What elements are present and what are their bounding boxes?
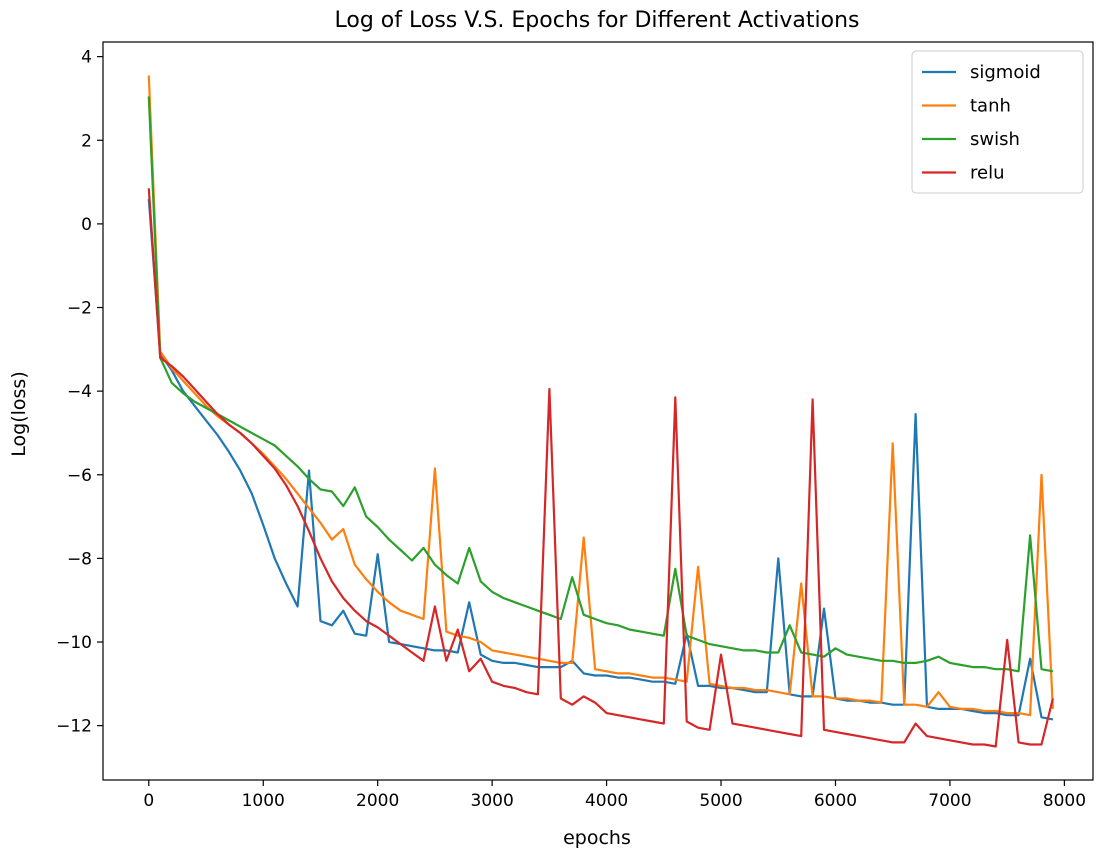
y-tick-label: −2 xyxy=(67,299,92,319)
y-tick-label: −12 xyxy=(56,717,92,737)
series-line-sigmoid xyxy=(147,198,1054,721)
series-line-relu xyxy=(147,188,1054,748)
legend-label: tanh xyxy=(970,96,1011,117)
x-tick-label: 7000 xyxy=(928,791,971,811)
y-tick-label: 4 xyxy=(81,48,92,68)
x-axis-label: epochs xyxy=(563,827,631,849)
x-tick-label: 5000 xyxy=(699,791,742,811)
legend-label: sigmoid xyxy=(970,62,1041,83)
x-tick-label: 3000 xyxy=(471,791,514,811)
x-tick-label: 1000 xyxy=(242,791,285,811)
y-axis-label: Log(loss) xyxy=(8,371,30,456)
x-tick-label: 0 xyxy=(143,791,154,811)
y-tick-label: −4 xyxy=(67,382,92,402)
plot-area: 0 1000 2000 3000 4000 5000 6000 7000 8000 −12 −10… xyxy=(56,41,1094,811)
y-axis: −12 −10 −8 −6 −4 −2 0 2 4 xyxy=(56,48,103,737)
legend-label: swish xyxy=(970,129,1020,150)
legend-label: relu xyxy=(970,163,1005,184)
x-tick-label: 4000 xyxy=(585,791,628,811)
series-line-tanh xyxy=(147,75,1054,717)
x-tick-label: 2000 xyxy=(356,791,399,811)
y-tick-label: −8 xyxy=(67,549,92,569)
x-axis: 0 1000 2000 3000 4000 5000 6000 7000 8000 xyxy=(143,780,1086,811)
legend: sigmoid tanh swish relu xyxy=(911,50,1084,194)
series-layer xyxy=(147,75,1054,748)
x-tick-label: 8000 xyxy=(1043,791,1086,811)
chart-title: Log of Loss V.S. Epochs for Different Ac… xyxy=(335,8,860,33)
legend-box xyxy=(911,50,1084,194)
plot-frame xyxy=(102,41,1094,781)
y-tick-label: 0 xyxy=(81,215,92,235)
series-line-swish xyxy=(147,96,1054,673)
y-tick-label: −10 xyxy=(56,633,92,653)
y-tick-label: −6 xyxy=(67,466,92,486)
x-tick-label: 6000 xyxy=(814,791,857,811)
y-tick-label: 2 xyxy=(81,131,92,151)
